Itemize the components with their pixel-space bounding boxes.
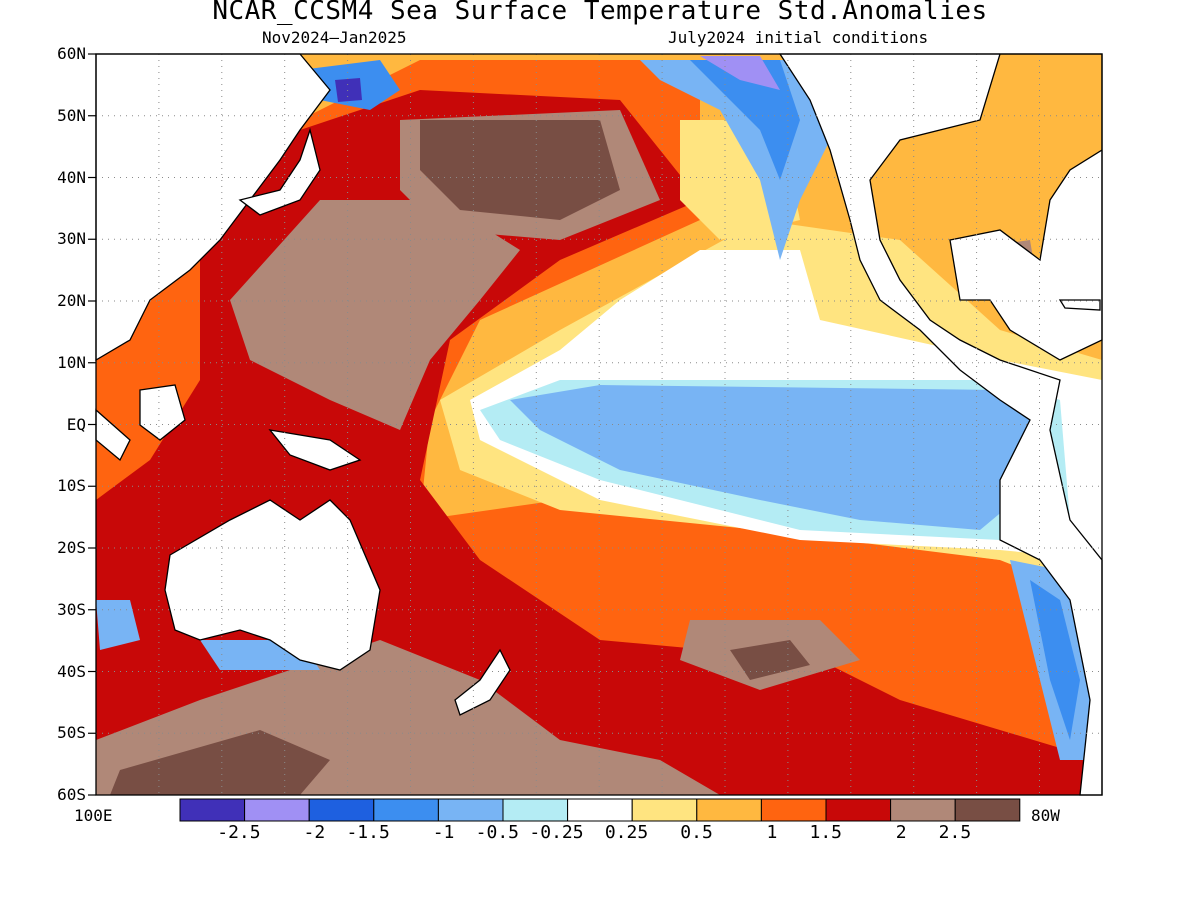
colorbar-swatch	[179, 798, 246, 822]
lat-label: 60N	[57, 44, 86, 63]
lat-label: 50N	[57, 105, 86, 125]
colorbar-label: 1	[766, 822, 778, 843]
lat-label: 40S	[57, 661, 86, 681]
colorbar-swatch	[502, 798, 569, 822]
new-guinea	[268, 429, 362, 471]
lat-label: 20N	[57, 291, 86, 310]
initial-conditions: July2024 initial conditions	[668, 28, 929, 47]
japan	[238, 127, 321, 216]
lat-label: 10N	[57, 352, 86, 372]
colorbar-swatch	[308, 798, 375, 822]
lat-label: 50S	[57, 723, 86, 743]
coastlines	[95, 53, 1103, 796]
colorbar-label: -2.5	[217, 822, 261, 843]
borneo	[139, 384, 186, 441]
colorbar-label: 0.5	[680, 822, 713, 843]
colorbar-label: -1.5	[346, 822, 390, 843]
map-title: NCAR_CCSM4 Sea Surface Temperature Std.A…	[212, 0, 988, 26]
colorbar-label: -0.25	[529, 822, 584, 843]
colorbar-swatch	[696, 798, 762, 822]
forecast-period: Nov2024–Jan2025	[262, 28, 407, 47]
colorbar-swatch	[890, 798, 956, 822]
lat-label: 40N	[57, 167, 86, 187]
lat-label: 30N	[57, 229, 86, 249]
colorbar-swatch	[954, 798, 1021, 822]
asia	[95, 53, 331, 362]
colorbar-label: 0.25	[604, 822, 649, 843]
lat-label: 10S	[57, 476, 86, 496]
colorbar-label: 1.5	[809, 822, 842, 843]
lat-label: 20S	[57, 538, 86, 557]
colorbar-swatch	[825, 798, 892, 822]
colorbar-swatch	[567, 798, 633, 822]
lat-label: 30S	[57, 599, 86, 619]
colorbar-label: -0.5	[475, 822, 519, 843]
lon-label-left: 100E	[74, 806, 113, 825]
colorbar-swatch	[760, 798, 827, 822]
north-america	[778, 53, 1103, 796]
colorbar-swatch	[437, 798, 504, 822]
new-zealand	[454, 648, 511, 716]
colorbar-label: 2	[895, 822, 907, 843]
lat-label: EQ	[66, 414, 86, 434]
colorbar-swatch	[631, 798, 698, 822]
lon-label-right: 80W	[1031, 806, 1060, 825]
cuba	[1058, 299, 1101, 311]
colorbar-label: 2.5	[938, 822, 972, 843]
axis-ticks	[88, 53, 96, 796]
colorbar	[179, 798, 1021, 822]
colorbar-label: -2	[303, 822, 326, 843]
colorbar-label: -1	[432, 822, 455, 843]
colorbar-swatch	[244, 798, 310, 822]
lat-label: 60S	[57, 785, 86, 804]
colorbar-swatch	[373, 798, 439, 822]
